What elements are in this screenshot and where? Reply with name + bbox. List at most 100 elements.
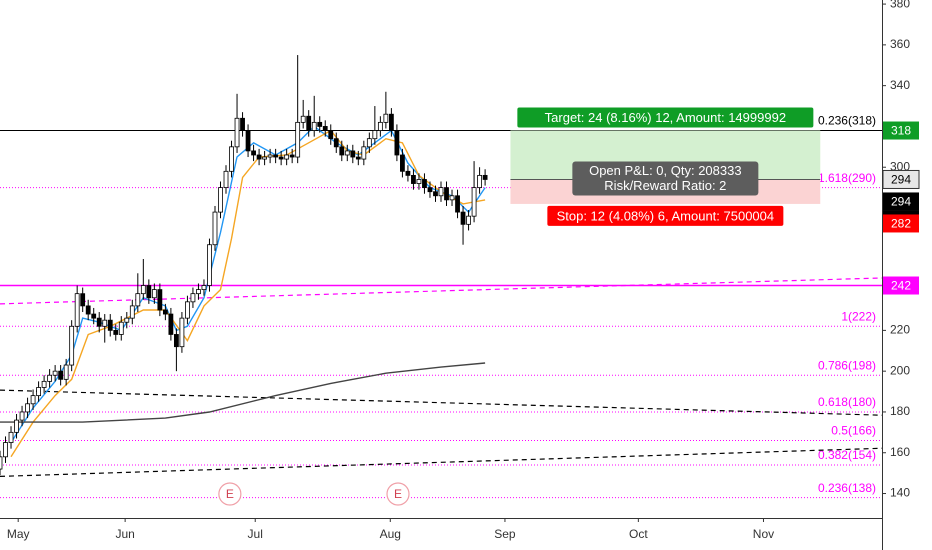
candle-body: [80, 293, 86, 307]
info-box: [572, 161, 759, 196]
candle-body: [377, 121, 383, 131]
candle-body: [146, 285, 152, 299]
y-tick-label: 340: [890, 78, 910, 92]
fib-label: 0.382(154): [818, 448, 876, 462]
candle-body: [63, 364, 69, 380]
price-badge-label: 282: [891, 217, 911, 231]
candle-body: [372, 130, 378, 140]
candle-body: [284, 154, 290, 160]
price-badge: [883, 192, 919, 211]
candle-body: [267, 154, 273, 158]
fib-label: 0.5(166): [831, 424, 876, 438]
y-tick-label: 360: [890, 37, 910, 51]
moving-average: [10, 129, 486, 458]
candle-body: [25, 403, 30, 413]
candle-body: [328, 130, 334, 140]
candle-body: [251, 150, 256, 156]
fib-label: 0.786(198): [818, 358, 876, 372]
fib-label: 0.618(180): [818, 395, 876, 409]
price-badge: [883, 121, 919, 140]
candle-body: [151, 289, 157, 299]
candle-body: [36, 387, 41, 397]
info-text: Risk/Reward Ratio: 2: [604, 178, 726, 193]
candle-body: [289, 154, 295, 158]
candle-body: [339, 146, 345, 156]
price-badge: [883, 276, 919, 295]
y-tick-label: 300: [890, 159, 910, 173]
candle-body: [306, 115, 312, 131]
candle-body: [179, 317, 185, 348]
candle-body: [135, 293, 141, 307]
price-badge: [883, 214, 919, 233]
candle-body: [455, 195, 460, 213]
candle-body: [262, 156, 268, 160]
info-text: Open P&L: 0, Qty: 208333: [589, 163, 742, 178]
price-badge-label: 294: [891, 173, 911, 187]
price-badge: [882, 169, 920, 189]
moving-average: [0, 362, 486, 423]
trend-line: [0, 447, 882, 477]
y-tick-label: 220: [890, 323, 910, 337]
candle-body: [58, 370, 64, 380]
candle-body: [19, 411, 25, 421]
x-tick-label: Sep: [494, 527, 516, 541]
price-badge-label: 318: [891, 124, 911, 138]
candle-body: [311, 121, 317, 131]
y-tick-label: 160: [890, 445, 910, 459]
candle-body: [350, 150, 356, 158]
candle-body: [14, 419, 19, 433]
x-tick-label: Jul: [248, 527, 263, 541]
candle-body: [416, 179, 422, 184]
earnings-label: E: [394, 487, 402, 501]
earnings-marker: [386, 482, 410, 506]
candle-body: [196, 289, 201, 295]
candle-body: [400, 154, 405, 172]
x-tick-label: May: [7, 527, 30, 541]
candle-body: [173, 334, 179, 348]
candle-body: [438, 187, 444, 197]
candle-body: [317, 121, 323, 127]
x-tick-label: Jun: [115, 527, 134, 541]
candle-body: [394, 130, 400, 156]
candle-body: [300, 115, 306, 123]
candle-body: [355, 156, 361, 160]
candle-body: [3, 442, 8, 458]
candle-body: [466, 215, 471, 225]
position-label-box: [547, 205, 784, 226]
candle-body: [47, 374, 53, 382]
candle-body: [344, 150, 350, 156]
position-label: Target: 24 (8.16%) 12, Amount: 14999992: [545, 110, 786, 125]
candle-body: [113, 329, 119, 335]
plot-area: 0.236(318) 1.618(290) 1(222) 0.786(198) 0.61…: [0, 55, 882, 506]
moving-average: [10, 125, 486, 443]
trend-line: [0, 389, 882, 416]
price-badge-label: 294: [891, 195, 911, 209]
price-badge-label: 242: [891, 279, 911, 293]
candle-body: [190, 293, 196, 303]
candle-body: [30, 395, 36, 405]
candle-body: [207, 244, 212, 286]
fib-label: 0.236(138): [818, 481, 876, 495]
candle-body: [245, 130, 251, 152]
earnings-marker: [218, 482, 242, 506]
candle-body: [278, 156, 284, 160]
candle-body: [85, 305, 91, 315]
candle-body: [185, 301, 190, 319]
candle-body: [74, 293, 80, 327]
candle-body: [383, 113, 389, 123]
candle-body: [118, 321, 124, 335]
candle-body: [256, 154, 262, 160]
candle-body: [157, 289, 163, 311]
candle-body: [471, 187, 477, 217]
candle-body: [460, 211, 466, 225]
candle-body: [405, 170, 411, 176]
candle-body: [482, 174, 488, 180]
candle-body: [295, 121, 301, 158]
candle-body: [212, 211, 218, 246]
candle-body: [140, 285, 146, 295]
candle-body: [124, 317, 130, 323]
candle-body: [229, 146, 234, 172]
candle-body: [8, 431, 14, 443]
